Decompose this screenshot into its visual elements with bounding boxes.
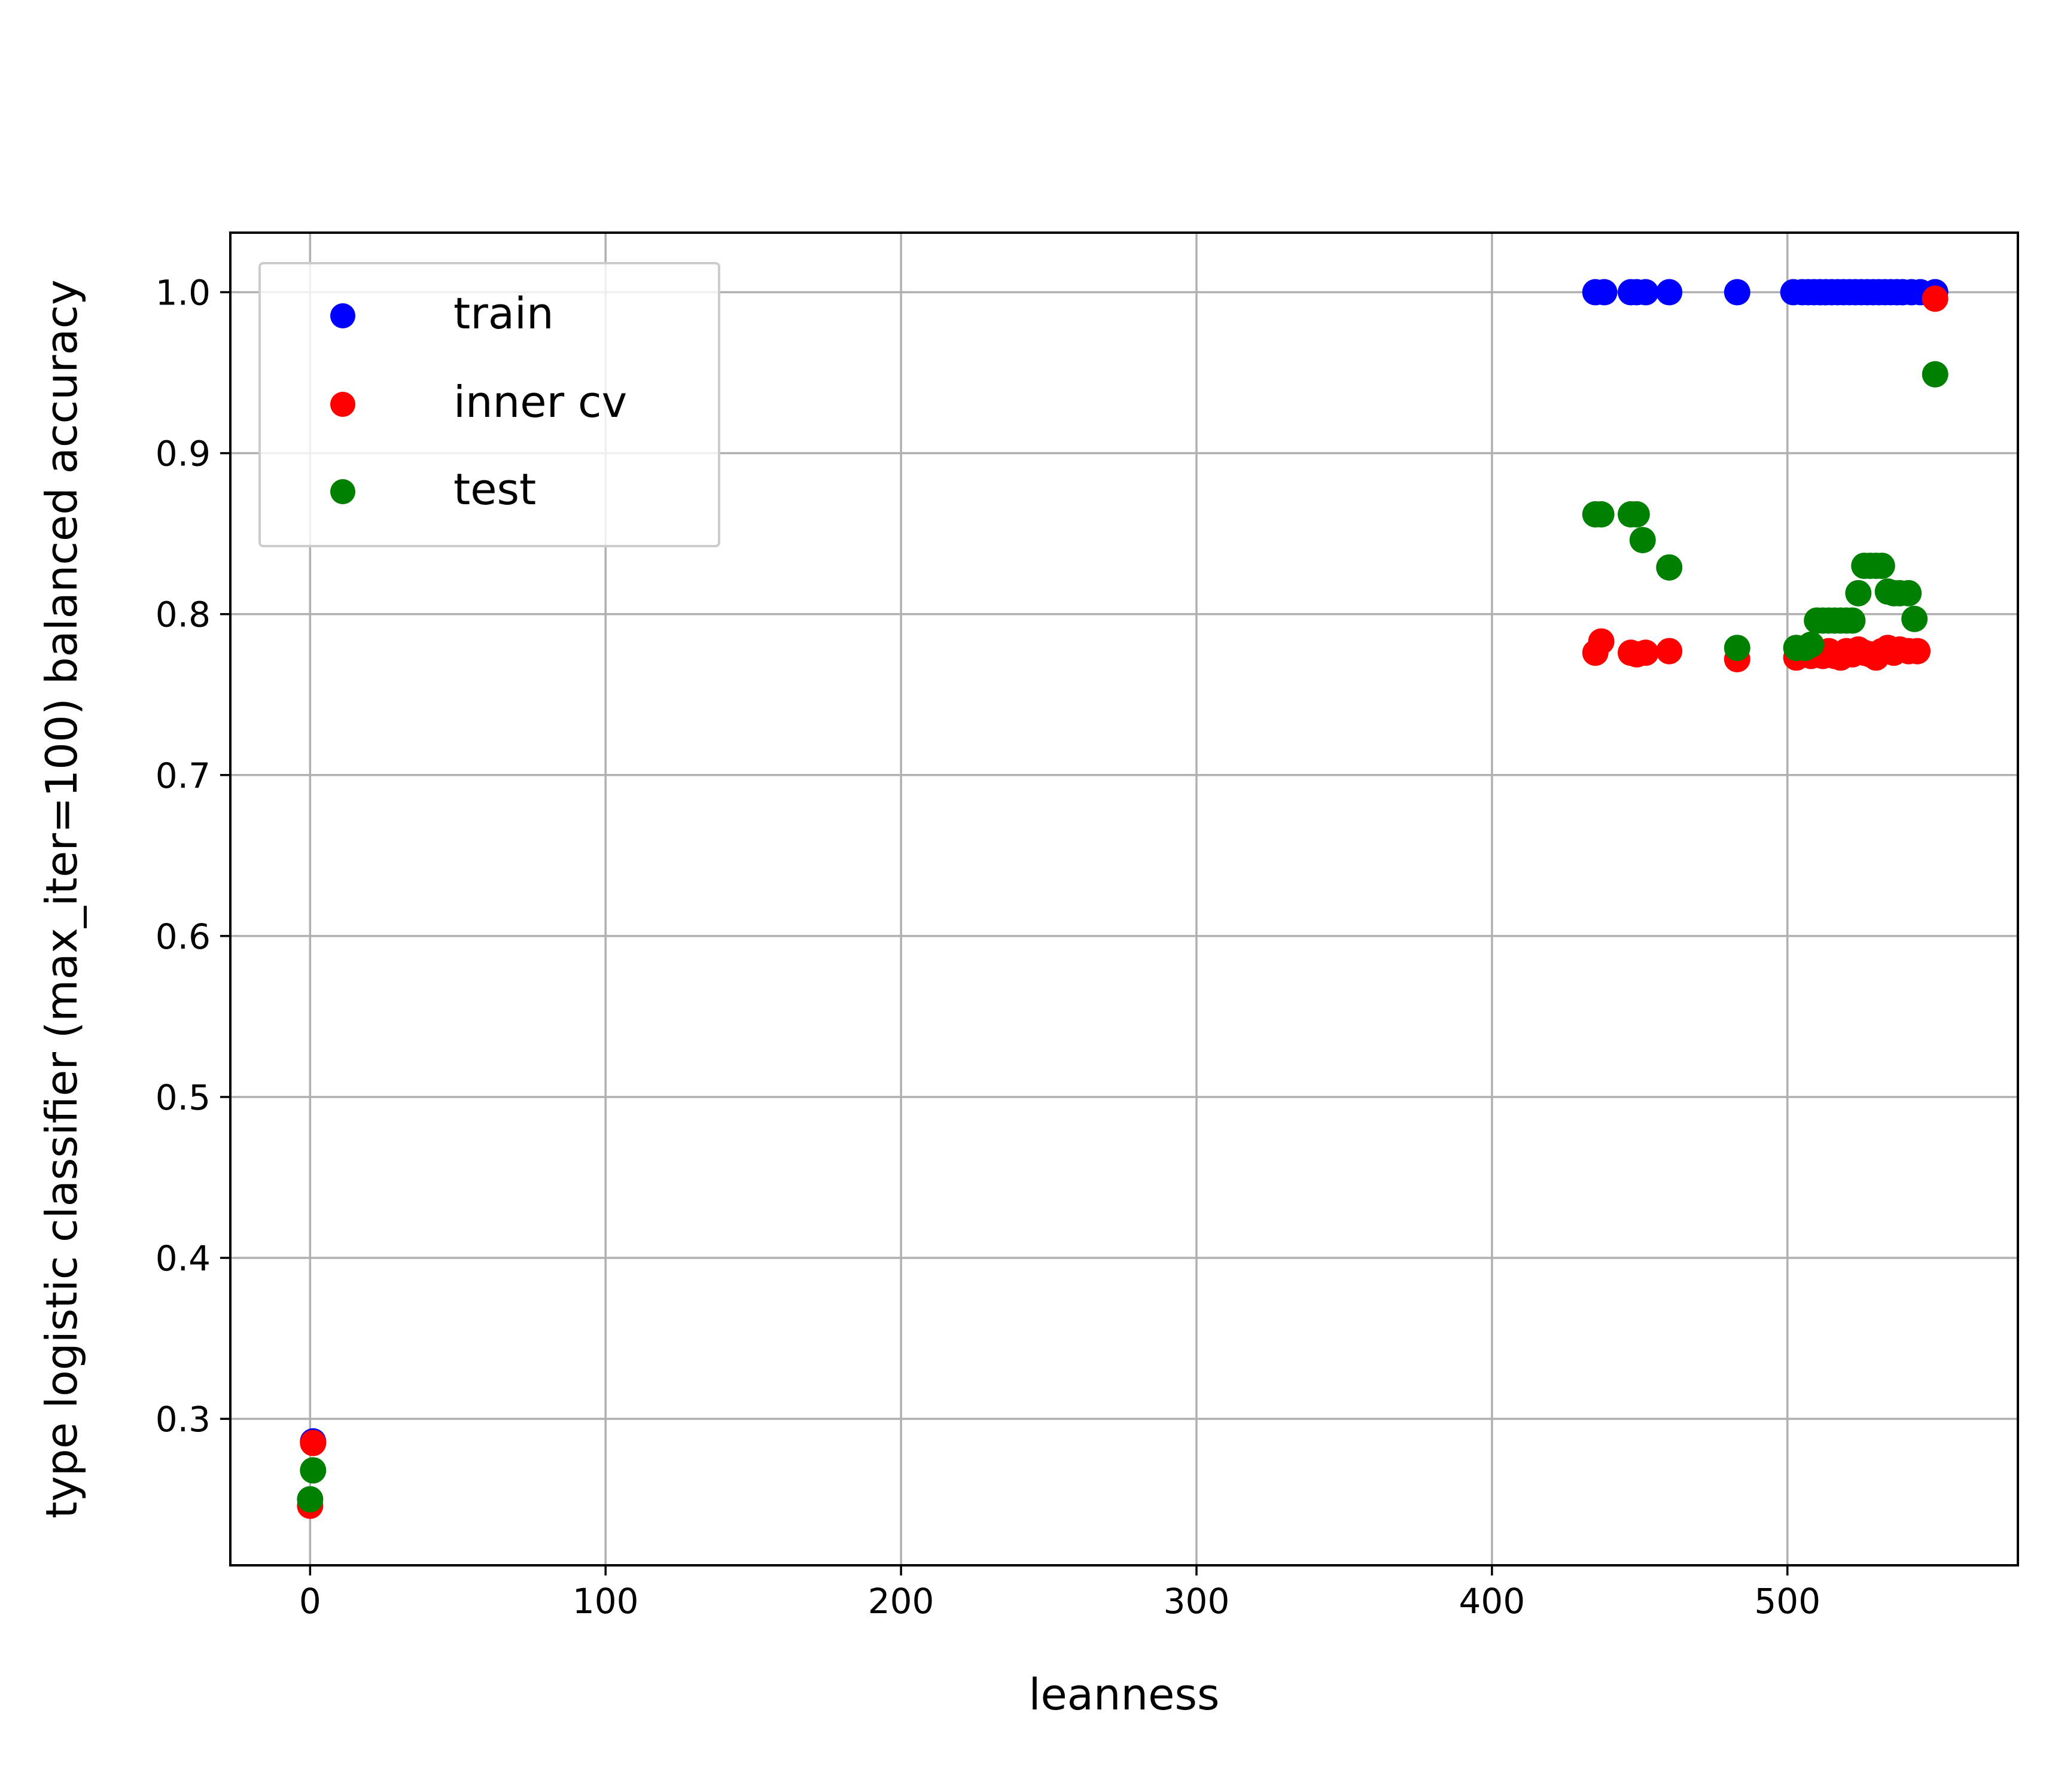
point-test bbox=[1724, 635, 1750, 662]
point-inner-cv bbox=[1922, 285, 1948, 312]
x-tick-label: 500 bbox=[1754, 1581, 1820, 1622]
legend-marker-train bbox=[330, 303, 355, 328]
y-tick-label: 0.4 bbox=[156, 1238, 211, 1279]
legend-frame bbox=[258, 262, 720, 547]
point-inner-cv bbox=[1904, 638, 1931, 665]
point-test bbox=[1798, 631, 1825, 658]
legend-label-train: train bbox=[453, 288, 554, 339]
point-test bbox=[1629, 526, 1656, 553]
x-axis-label: leanness bbox=[1028, 1669, 1219, 1720]
point-test bbox=[1588, 501, 1615, 528]
plot-frame bbox=[229, 231, 2019, 1567]
point-test bbox=[300, 1457, 327, 1484]
point-test bbox=[1845, 580, 1872, 607]
point-test bbox=[1901, 605, 1928, 632]
legend-label-test: test bbox=[453, 464, 536, 514]
point-test bbox=[1656, 554, 1683, 581]
y-tick-label: 0.7 bbox=[156, 755, 211, 796]
axis-ticks: 0 100 200 300 400 500 0.3 0.4 0.5 0.6 0.7 0.8 0.9 1.0 bbox=[156, 273, 1820, 1622]
y-tick-label: 0.6 bbox=[156, 916, 211, 957]
x-tick-label: 400 bbox=[1459, 1581, 1526, 1622]
point-test bbox=[1839, 607, 1866, 634]
point-train bbox=[1724, 279, 1750, 306]
y-tick-label: 0.3 bbox=[156, 1399, 211, 1440]
data-points bbox=[297, 279, 1948, 1519]
y-tick-label: 0.8 bbox=[156, 595, 211, 635]
point-train bbox=[1591, 279, 1618, 306]
point-train bbox=[1632, 279, 1659, 306]
point-inner-cv bbox=[1632, 639, 1659, 666]
y-tick-label: 1.0 bbox=[156, 273, 211, 313]
point-inner-cv bbox=[1588, 628, 1615, 655]
legend-label-inner-cv: inner cv bbox=[453, 377, 627, 427]
point-test bbox=[297, 1486, 324, 1513]
y-tick-label: 0.5 bbox=[156, 1077, 211, 1118]
point-inner-cv bbox=[1656, 638, 1683, 665]
point-test bbox=[1922, 361, 1948, 388]
legend-marker-test bbox=[330, 479, 355, 504]
point-test bbox=[1895, 580, 1922, 607]
y-axis-label: type logistic classifier (max_iter=100) … bbox=[36, 279, 87, 1518]
legend: train inner cv test bbox=[258, 262, 720, 547]
legend-marker-inner-cv bbox=[330, 392, 355, 417]
point-train bbox=[1656, 279, 1683, 306]
x-tick-label: 300 bbox=[1164, 1581, 1230, 1622]
grid-lines bbox=[230, 233, 2018, 1565]
x-tick-label: 200 bbox=[868, 1581, 934, 1622]
point-test bbox=[1623, 501, 1650, 528]
point-inner-cv bbox=[300, 1430, 327, 1456]
y-tick-label: 0.9 bbox=[156, 434, 211, 474]
x-tick-label: 100 bbox=[573, 1581, 639, 1622]
point-test bbox=[1868, 553, 1895, 579]
x-tick-label: 0 bbox=[299, 1581, 321, 1622]
